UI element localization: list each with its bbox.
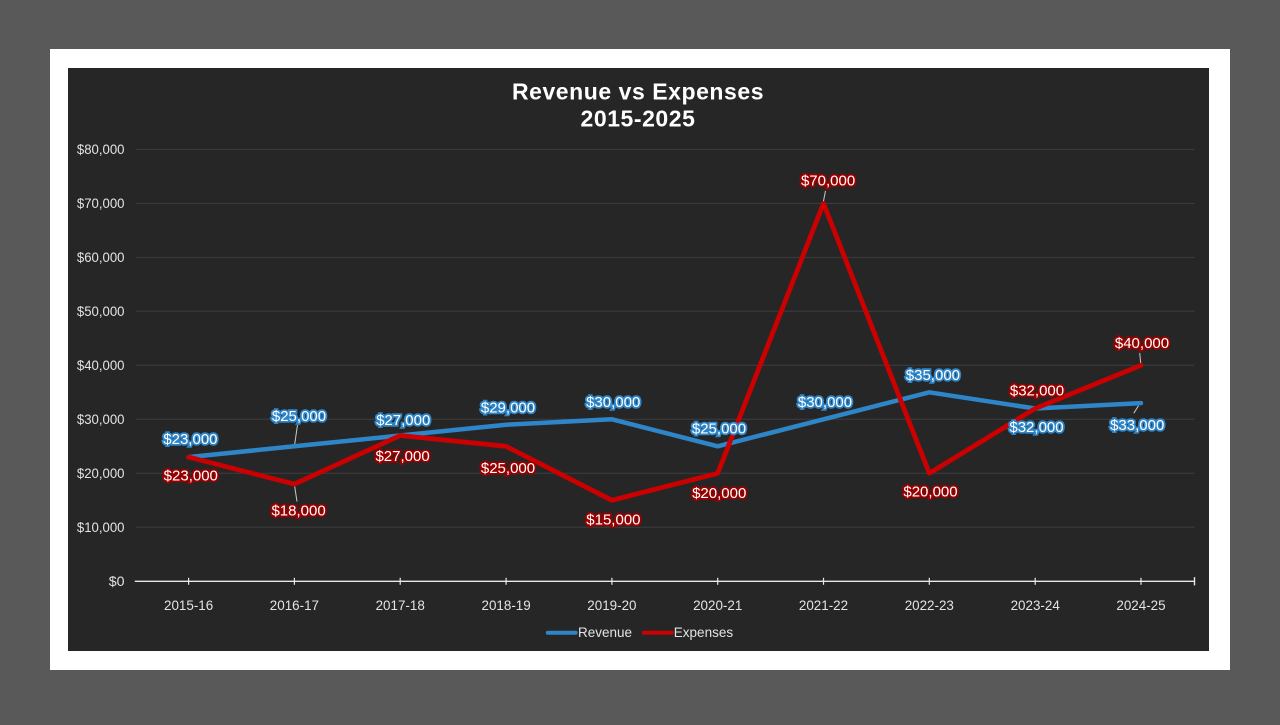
svg-text:$20,000: $20,000 <box>903 483 957 500</box>
svg-text:$27,000: $27,000 <box>375 448 429 465</box>
svg-text:2019-20: 2019-20 <box>587 598 636 614</box>
svg-text:Expenses: Expenses <box>674 625 734 640</box>
svg-text:$20,000: $20,000 <box>692 485 746 502</box>
svg-text:2017-18: 2017-18 <box>376 598 425 614</box>
svg-text:$25,000: $25,000 <box>272 408 326 425</box>
svg-text:$10,000: $10,000 <box>77 520 125 536</box>
svg-text:$60,000: $60,000 <box>77 250 125 266</box>
svg-text:Revenue: Revenue <box>578 625 632 640</box>
svg-text:$30,000: $30,000 <box>77 412 125 428</box>
svg-text:$29,000: $29,000 <box>481 400 535 417</box>
svg-text:$27,000: $27,000 <box>376 412 430 429</box>
svg-text:2018-19: 2018-19 <box>482 598 531 614</box>
svg-text:$30,000: $30,000 <box>586 394 640 411</box>
svg-text:$40,000: $40,000 <box>77 358 125 374</box>
svg-text:$50,000: $50,000 <box>77 304 125 320</box>
svg-text:$32,000: $32,000 <box>1010 382 1064 399</box>
svg-text:2021-22: 2021-22 <box>799 598 848 614</box>
svg-text:$25,000: $25,000 <box>692 421 746 438</box>
svg-text:$25,000: $25,000 <box>481 460 535 477</box>
svg-text:$32,000: $32,000 <box>1009 419 1063 436</box>
svg-text:$80,000: $80,000 <box>77 142 125 158</box>
svg-text:2023-24: 2023-24 <box>1011 598 1060 614</box>
svg-text:2015-16: 2015-16 <box>164 598 213 614</box>
svg-text:$70,000: $70,000 <box>77 196 125 212</box>
svg-text:Revenue vs Expenses: Revenue vs Expenses <box>512 79 764 105</box>
svg-text:$23,000: $23,000 <box>164 467 218 484</box>
svg-text:2022-23: 2022-23 <box>905 598 954 614</box>
svg-text:$40,000: $40,000 <box>1115 335 1169 352</box>
svg-text:$35,000: $35,000 <box>906 367 960 384</box>
svg-text:$30,000: $30,000 <box>798 394 852 411</box>
svg-text:$23,000: $23,000 <box>163 431 217 448</box>
svg-text:$15,000: $15,000 <box>586 512 640 529</box>
svg-text:2020-21: 2020-21 <box>693 598 742 614</box>
svg-text:2015-2025: 2015-2025 <box>581 106 696 132</box>
svg-text:$33,000: $33,000 <box>1110 417 1164 434</box>
svg-text:$70,000: $70,000 <box>801 173 855 190</box>
svg-text:2016-17: 2016-17 <box>270 598 319 614</box>
svg-text:$20,000: $20,000 <box>77 466 125 482</box>
svg-text:$0: $0 <box>109 574 125 590</box>
svg-text:$18,000: $18,000 <box>271 502 325 519</box>
svg-text:2024-25: 2024-25 <box>1116 598 1165 614</box>
